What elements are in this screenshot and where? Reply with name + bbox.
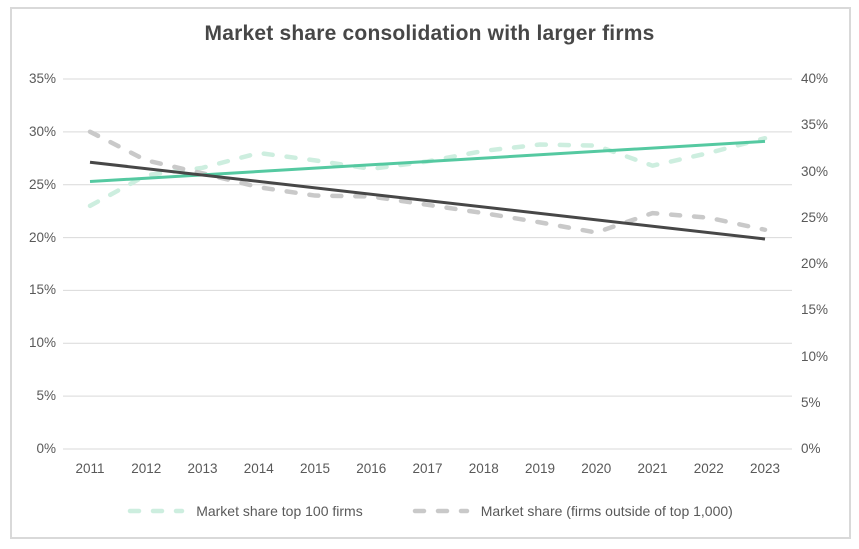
right-axis-tick-label: 5% — [801, 394, 821, 410]
left-axis-tick-label: 15% — [28, 282, 56, 298]
trendline-0 — [89, 139, 766, 184]
legend: Market share top 100 firms Market share … — [0, 503, 859, 519]
right-axis-tick-label: 35% — [801, 117, 829, 133]
left-axis-tick-label: 30% — [28, 123, 56, 139]
right-axis-tick-label: 20% — [801, 256, 829, 271]
x-axis-tick-label: 2011 — [75, 461, 105, 476]
x-axis-tick-label: 2020 — [581, 461, 612, 476]
left-axis-tick-label: 35% — [28, 71, 56, 86]
x-axis-tick-label: 2019 — [524, 461, 556, 476]
right-axis-tick-label: 10% — [801, 348, 829, 364]
right-axis-tick-label: 40% — [801, 71, 829, 86]
left-axis-tick-label: 0% — [36, 441, 56, 456]
x-axis-tick-label: 2023 — [749, 461, 781, 476]
x-axis-tick-label: 2013 — [187, 461, 218, 476]
left-axis-tick-label: 10% — [28, 335, 56, 351]
right-axis-tick-label: 30% — [801, 163, 829, 179]
x-axis-tick-label: 2015 — [299, 461, 331, 476]
legend-item-outside-top-1000: Market share (firms outside of top 1,000… — [411, 503, 733, 519]
x-axis-tick-label: 2016 — [356, 461, 387, 476]
x-axis-tick-label: 2012 — [131, 461, 162, 476]
x-axis-tick-label: 2022 — [693, 461, 724, 476]
legend-swatch-green-dashed-icon — [127, 508, 185, 514]
right-axis-tick-label: 25% — [801, 209, 829, 225]
left-axis-tick-label: 25% — [28, 176, 56, 192]
x-axis-tick-label: 2014 — [243, 461, 274, 476]
legend-label-outside-top-1000: Market share (firms outside of top 1,000… — [480, 503, 733, 519]
x-axis-tick-label: 2017 — [412, 461, 443, 476]
legend-swatch-gray-dashed-icon — [412, 508, 469, 514]
right-axis-tick-label: 15% — [801, 302, 829, 318]
legend-label-top-100-firms: Market share top 100 firms — [196, 503, 363, 519]
left-axis-tick-label: 5% — [36, 388, 56, 404]
chart-title: Market share consolidation with larger f… — [204, 22, 655, 45]
right-axis-tick-label: 0% — [801, 441, 821, 456]
x-axis-tick-label: 2021 — [637, 461, 668, 476]
legend-item-top-100-firms: Market share top 100 firms — [126, 503, 363, 519]
left-axis-tick-label: 20% — [28, 229, 56, 245]
trendline-1 — [89, 160, 766, 241]
x-axis-tick-label: 2018 — [468, 461, 499, 476]
